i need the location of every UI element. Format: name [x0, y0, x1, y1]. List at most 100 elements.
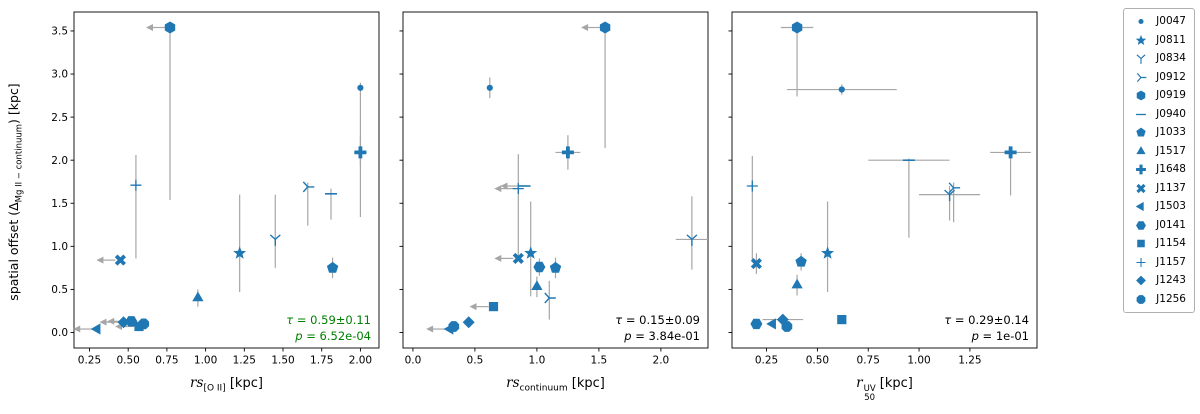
- svg-text:0.25: 0.25: [78, 355, 101, 367]
- marker-J1154: [837, 315, 847, 325]
- marker-J1256: [781, 321, 793, 332]
- tri-down-marker-icon: [1136, 54, 1146, 64]
- legend-label: J0047: [1156, 15, 1186, 28]
- legend-entry-J1517: J1517: [1129, 144, 1186, 159]
- legend-entry-J1137: J1137: [1129, 181, 1186, 196]
- svg-text:0.50: 0.50: [116, 355, 139, 367]
- svg-text:2.5: 2.5: [51, 112, 68, 124]
- svg-text:0.75: 0.75: [155, 355, 178, 367]
- annotation-tau: τ = 0.29±0.14: [944, 313, 1029, 327]
- diamond-marker-icon: [1136, 275, 1147, 286]
- legend-label: J1256: [1156, 292, 1186, 305]
- legend-entry-J0919: J0919: [1129, 88, 1186, 103]
- x-axis-label-rs-oii: rs[O II] [kpc]: [190, 375, 263, 394]
- legend-entry-J1503: J1503: [1129, 199, 1186, 214]
- annotation-p: p = 1e-01: [971, 329, 1029, 343]
- annotation-p: p = 6.52e-04: [294, 329, 371, 343]
- marker-J1137: [750, 258, 762, 270]
- hexagon2-marker-icon: [1136, 220, 1147, 230]
- legend-label: J1648: [1156, 163, 1186, 176]
- marker-J1243: [462, 316, 475, 329]
- marker-J0141: [750, 318, 763, 330]
- legend-entry-J1648: J1648: [1129, 162, 1186, 177]
- tri-left-y-marker-icon: [1137, 72, 1147, 82]
- legend-label: J1137: [1156, 181, 1186, 194]
- legend-entry-J0834: J0834: [1129, 51, 1186, 66]
- marker-J0141: [125, 316, 138, 327]
- marker-J1154: [134, 321, 144, 332]
- marker-J0912: [302, 181, 315, 193]
- svg-text:1.00: 1.00: [907, 355, 930, 367]
- svg-text:0.5: 0.5: [467, 355, 484, 367]
- star-marker-icon: [1135, 34, 1147, 45]
- svg-text:1.0: 1.0: [51, 241, 68, 253]
- svg-text:2.0: 2.0: [51, 155, 68, 167]
- legend-label: J1157: [1156, 255, 1186, 268]
- triangle-up-marker-icon: [1136, 145, 1146, 154]
- legend-label: J0141: [1156, 218, 1186, 231]
- legend-label: J1503: [1156, 200, 1186, 213]
- legend-label: J0912: [1156, 70, 1186, 83]
- legend-label: J0940: [1156, 107, 1186, 120]
- svg-text:1.0: 1.0: [529, 355, 546, 367]
- legend-label: J1243: [1156, 274, 1186, 287]
- marker-J0811: [524, 246, 538, 259]
- svg-text:0.0: 0.0: [405, 355, 422, 367]
- legend-entry-J0047: J0047: [1129, 14, 1186, 29]
- marker-J0141: [533, 261, 546, 273]
- legend-entry-J1243: J1243: [1129, 273, 1186, 288]
- legend-label: J0811: [1156, 33, 1186, 46]
- plus-filled-marker-icon: [1136, 164, 1147, 175]
- marker-J1033: [326, 261, 339, 273]
- square-marker-icon: [1137, 239, 1145, 248]
- marker-J0047: [838, 86, 845, 93]
- triangle-left-marker-icon: [1135, 201, 1144, 212]
- svg-text:0.0: 0.0: [51, 327, 68, 339]
- legend-label: J1033: [1156, 126, 1186, 139]
- legend-label: J1517: [1156, 144, 1186, 157]
- svg-text:0.5: 0.5: [51, 284, 68, 296]
- y-axis-label: spatial offset (ΔMg II − continuum) [kpc…: [2, 4, 28, 404]
- marker-J0919: [791, 21, 803, 34]
- legend-entry-J0141: J0141: [1129, 218, 1186, 233]
- legend-entry-J1256: J1256: [1129, 292, 1186, 307]
- marker-J0919: [599, 21, 611, 34]
- marker-J1503: [443, 323, 454, 335]
- marker-J0912: [948, 182, 961, 194]
- svg-text:3.0: 3.0: [51, 69, 68, 81]
- panels: 0.25 0.50 0.75 1.00 1.25 1.50 1.75 2.00 0.0 0.5 1.…: [28, 4, 1047, 403]
- legend-entry-J0912: J0912: [1129, 70, 1186, 85]
- marker-J0912: [544, 292, 556, 304]
- marker-J0919: [164, 21, 176, 34]
- marker-J1648: [1004, 146, 1017, 159]
- pentagon-marker-icon: [1136, 127, 1146, 137]
- legend-label: J1154: [1156, 237, 1186, 250]
- marker-J0047: [486, 84, 493, 91]
- ylabel-post: ) [kpc]: [5, 83, 21, 124]
- panel-rs-continuum: 0.0 0.5 1.0 1.5 2.0 τ = 0.15±0.09 p = 3.84e-01…: [389, 4, 718, 403]
- svg-text:1.25: 1.25: [233, 355, 256, 367]
- marker-J0834: [269, 234, 281, 246]
- ylabel-pre: spatial offset (Δ: [5, 202, 21, 301]
- marker-J0811: [821, 246, 835, 259]
- legend-entry-J1157: J1157: [1129, 255, 1186, 270]
- marker-J1243: [117, 316, 130, 329]
- svg-text:0.25: 0.25: [755, 355, 778, 367]
- svg-text:1.75: 1.75: [310, 355, 333, 367]
- marker-J1503: [90, 323, 101, 335]
- svg-text:3.5: 3.5: [51, 26, 68, 38]
- marker-J1033: [795, 255, 807, 267]
- svg-text:1.25: 1.25: [958, 355, 981, 367]
- y-axis-label-text: spatial offset (ΔMg II − continuum) [kpc…: [6, 83, 25, 300]
- plot-rs-continuum: 0.0 0.5 1.0 1.5 2.0 τ = 0.15±0.09 p = 3.84e-01: [399, 11, 709, 367]
- marker-J1157: [512, 183, 524, 195]
- marker-J0834: [686, 234, 698, 246]
- marker-J1033: [549, 261, 562, 273]
- svg-text:1.5: 1.5: [51, 198, 68, 210]
- circle-marker-icon: [1138, 18, 1144, 25]
- marker-J1517: [531, 280, 543, 291]
- annotation-p: p = 3.84e-01: [623, 329, 700, 343]
- marker-J1137: [114, 254, 126, 266]
- marker-J1154: [488, 302, 499, 312]
- legend-label: J0919: [1156, 89, 1186, 102]
